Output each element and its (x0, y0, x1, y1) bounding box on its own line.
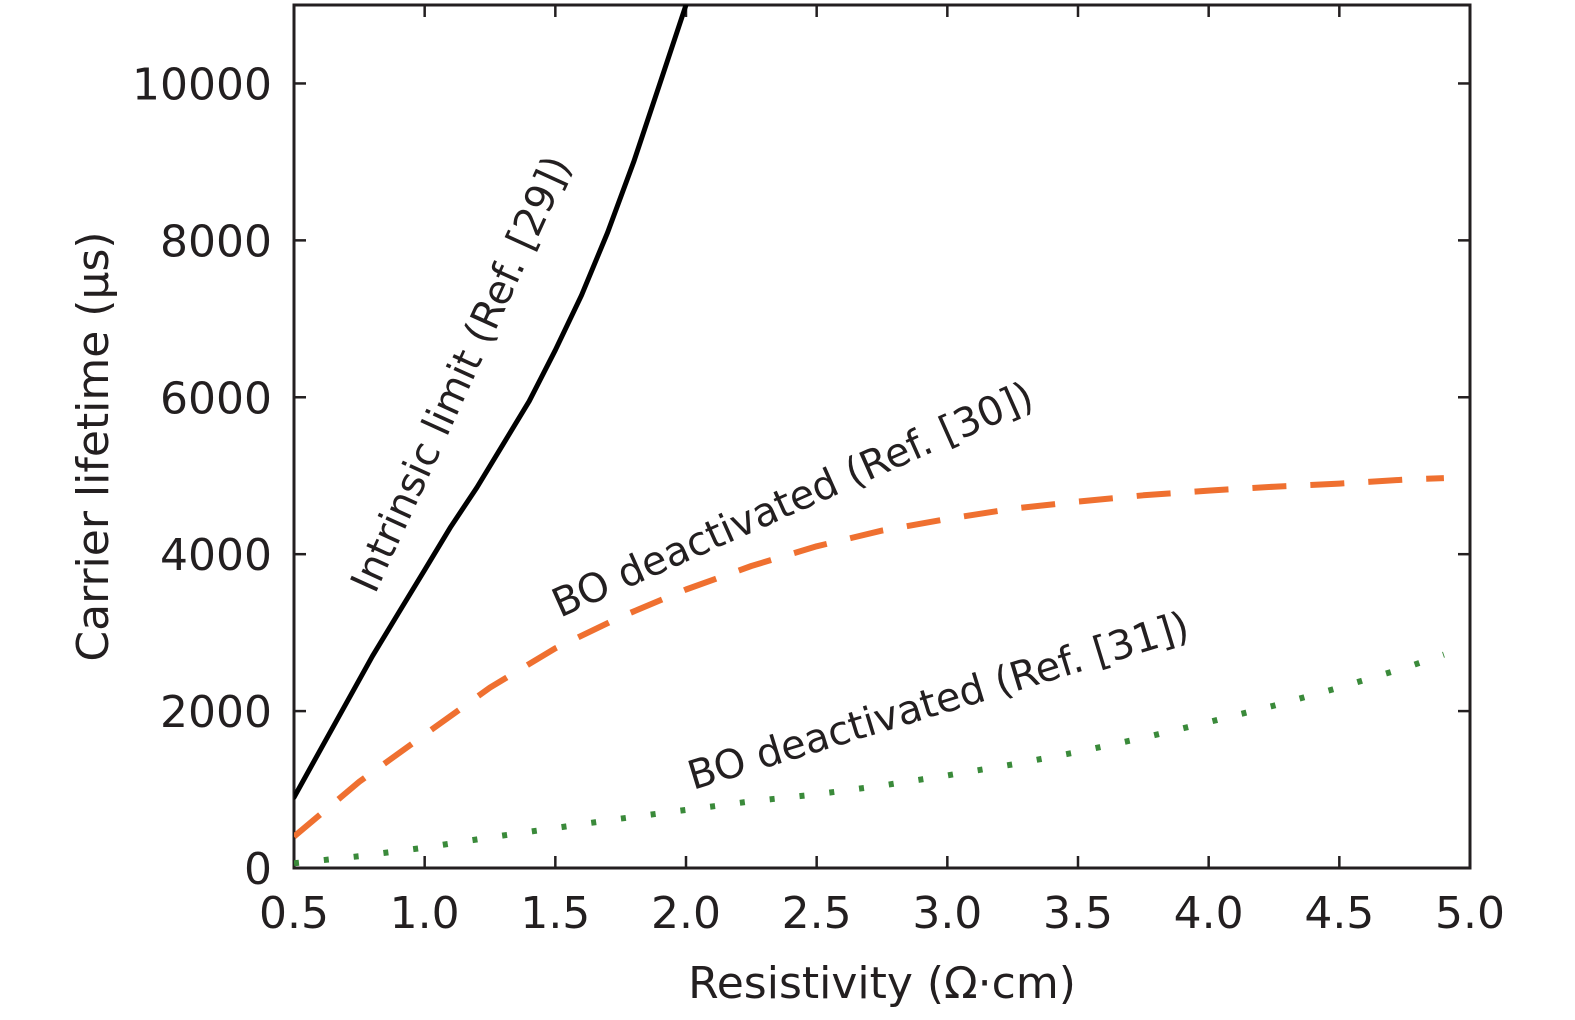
y-tick-label: 4000 (160, 530, 272, 581)
series-layer (294, 5, 1445, 867)
x-tick-label: 3.0 (912, 888, 982, 939)
x-tick-label: 2.5 (782, 888, 852, 939)
y-axis-title: Carrier lifetime (μs) (68, 231, 119, 661)
x-tick-label: 3.5 (1043, 888, 1113, 939)
x-tick-label: 0.5 (259, 888, 329, 939)
series-line-0 (294, 5, 689, 800)
x-tick-label: 1.5 (520, 888, 590, 939)
axes: 0.5 1.0 1.5 2.0 2.5 3.0 3.5 4.0 4.5 5.0 0 2000 4000 6… (132, 3, 1505, 939)
y-tick-label: 6000 (160, 373, 272, 424)
y-tick-label: 10000 (132, 59, 272, 110)
series-label-bo-deactivated-ref-30: BO deactivated (Ref. [30]) (545, 373, 1040, 627)
y-tick-label: 0 (244, 844, 272, 895)
x-tick-label: 5.0 (1435, 888, 1505, 939)
series-line-1 (294, 475, 1445, 839)
x-tick-label: 4.5 (1304, 888, 1374, 939)
series-line-2 (294, 651, 1445, 867)
y-tick-label: 8000 (160, 216, 272, 267)
x-tick-label: 2.0 (651, 888, 721, 939)
plot-frame (292, 3, 1472, 870)
x-tick-label: 4.0 (1174, 888, 1244, 939)
series-label-bo-deactivated-ref-31: BO deactivated (Ref. [31]) (682, 603, 1194, 799)
x-axis-title: Resistivity (Ω·cm) (688, 958, 1076, 1009)
x-tick-label: 1.0 (390, 888, 460, 939)
y-tick-label: 2000 (160, 687, 272, 738)
